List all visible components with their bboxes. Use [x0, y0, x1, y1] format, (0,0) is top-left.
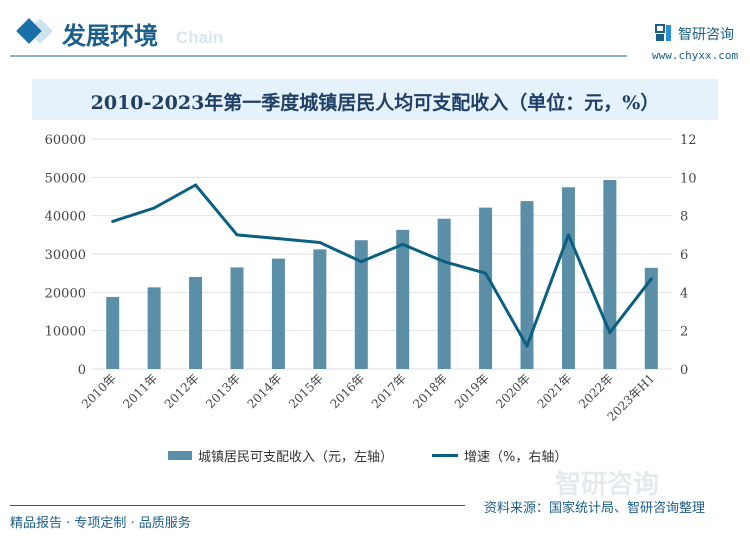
bar — [106, 296, 120, 369]
right-tick-label: 6 — [680, 248, 688, 263]
bar — [230, 267, 244, 369]
line-point — [194, 183, 198, 187]
legend-bar-label: 城镇居民可支配收入（元，左轴） — [198, 450, 394, 465]
header-divider — [10, 55, 627, 57]
line-point — [111, 219, 115, 223]
left-tick-label: 30000 — [45, 248, 86, 263]
left-tick-label: 0 — [78, 363, 86, 378]
line-point — [359, 260, 363, 264]
x-tick-label: 2019年 — [452, 371, 492, 411]
bar — [561, 187, 575, 369]
section-title: 发展环境 — [62, 22, 158, 50]
watermark: 智研咨询 — [555, 470, 660, 500]
footer-slogan: 精品报告 · 专项定制 · 品质服务 — [10, 516, 191, 531]
legend-item-bar: 城镇居民可支配收入（元，左轴） — [168, 446, 393, 465]
logo-icon — [655, 24, 671, 41]
header-ghost-text: Chain — [176, 28, 224, 47]
line-point — [318, 241, 322, 244]
x-tick-label: 2012年 — [162, 371, 202, 411]
bar — [354, 240, 368, 369]
x-tick-label: 2020年 — [493, 371, 533, 411]
x-tick-label: 2014年 — [245, 371, 285, 411]
logo-url: www.chyxx.com — [652, 49, 739, 62]
right-tick-label: 8 — [680, 210, 688, 225]
right-tick-label: 2 — [680, 325, 688, 340]
left-tick-label: 50000 — [45, 171, 86, 186]
bar — [437, 218, 451, 369]
chart-title: 2010-2023年第一季度城镇居民人均可支配收入（单位：元，%） — [90, 92, 660, 114]
bar — [189, 277, 203, 369]
line-point — [525, 344, 529, 348]
legend-line-swatch — [432, 454, 458, 457]
line-point — [235, 233, 239, 237]
x-tick-label: 2022年 — [576, 371, 616, 411]
right-tick-label: 0 — [680, 363, 688, 378]
footer-divider — [10, 505, 465, 506]
line-point — [401, 242, 405, 246]
x-tick-label: 2015年 — [286, 371, 326, 411]
left-tick-label: 60000 — [45, 133, 86, 148]
left-tick-label: 20000 — [45, 286, 86, 301]
x-tick-label: 2018年 — [410, 371, 450, 411]
legend-item-line: 增速（%，右轴） — [432, 446, 567, 465]
chart-title-bar: 2010-2023年第一季度城镇居民人均可支配收入（单位：元，%） — [32, 79, 718, 120]
source-note: 资料来源：国家统计局、智研咨询整理 — [484, 501, 706, 516]
bar — [271, 258, 285, 369]
right-tick-label: 10 — [680, 171, 697, 186]
bar — [520, 201, 534, 369]
bar — [396, 229, 410, 369]
x-tick-label: 2017年 — [369, 371, 409, 411]
line-point — [649, 277, 653, 281]
right-tick-label: 4 — [680, 286, 688, 301]
line-point — [566, 233, 570, 237]
growth-line — [112, 183, 653, 348]
bar — [644, 267, 658, 369]
line-point — [152, 206, 156, 210]
left-tick-label: 40000 — [45, 210, 86, 225]
right-tick-label: 12 — [680, 133, 697, 148]
bar — [313, 249, 327, 369]
x-tick-label: 2013年 — [203, 371, 243, 411]
bar — [603, 180, 617, 369]
line-point — [608, 331, 612, 335]
left-tick-label: 10000 — [45, 325, 86, 340]
x-tick-label: 2021年 — [535, 371, 575, 411]
logo-name: 智研咨询 — [678, 27, 734, 43]
bar — [147, 287, 161, 369]
x-tick-label: 2016年 — [327, 371, 367, 411]
legend-line-label: 增速（%，右轴） — [464, 450, 568, 465]
line-point — [484, 271, 488, 275]
line-point — [442, 260, 446, 264]
x-tick-label: 2011年 — [120, 371, 160, 411]
line-point — [276, 237, 280, 241]
legend-bar-swatch — [168, 451, 192, 460]
bar — [479, 207, 493, 369]
